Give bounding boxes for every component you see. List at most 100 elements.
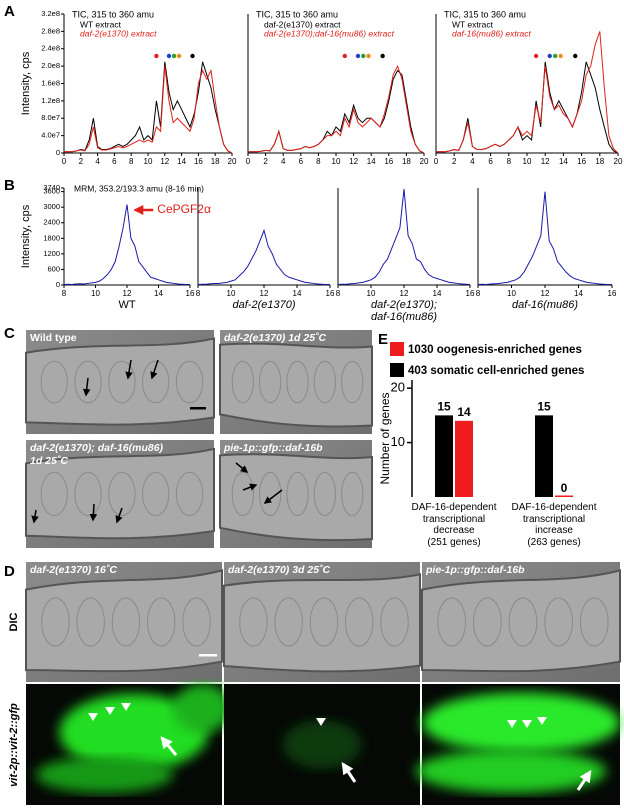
worm-body xyxy=(223,573,421,673)
peak-marker xyxy=(176,53,182,59)
x-tick-label: 18 xyxy=(402,157,411,166)
line-series xyxy=(248,69,425,154)
x-tick-label: 6 xyxy=(488,157,493,166)
peak-marker xyxy=(366,53,371,59)
x-tick-label: 16 xyxy=(466,289,475,298)
x-tick-label: 8 xyxy=(129,157,134,166)
y-tick-label: 1800 xyxy=(43,233,60,242)
cell xyxy=(147,597,176,647)
cell xyxy=(341,471,364,517)
cell xyxy=(40,471,68,517)
x-tick-label: 2 xyxy=(452,157,457,166)
cell xyxy=(74,471,102,517)
peak-marker xyxy=(547,53,552,59)
worm-body xyxy=(219,342,373,428)
line-series xyxy=(63,204,190,285)
y-tick-label: 4.0e7 xyxy=(41,131,60,140)
x-tick-label: 10 xyxy=(144,157,153,166)
x-tick-label: 6 xyxy=(112,157,117,166)
arrow xyxy=(263,489,283,504)
arrow xyxy=(82,377,91,397)
x-tick-label: 0 xyxy=(246,157,251,166)
x-tick-label: 10 xyxy=(523,157,532,166)
x-tick-label: 12 xyxy=(400,289,409,298)
worm-body xyxy=(25,569,223,673)
legend-label: daf-2(e1370) extract xyxy=(264,19,341,29)
x-tick-label: 12 xyxy=(160,157,169,166)
x-tick-label: 20 xyxy=(228,157,237,166)
x-tick-label: 14 xyxy=(154,289,163,298)
line-series xyxy=(64,61,233,154)
legend-label: WT extract xyxy=(80,19,122,29)
line-series xyxy=(248,64,425,154)
y-tick-label: 2.8e8 xyxy=(41,26,60,35)
x-tick-label: 2 xyxy=(263,157,268,166)
y-tick-label: 600 xyxy=(47,264,60,273)
cell xyxy=(309,597,339,647)
line-series xyxy=(436,61,619,154)
legend-label: 403 somatic cell-enriched genes xyxy=(408,365,584,377)
worm-body xyxy=(25,447,215,540)
x-tick-label: 0 xyxy=(62,157,67,166)
x-tick-label: 14 xyxy=(367,157,376,166)
y-tick-label: 0 xyxy=(56,148,60,157)
cell xyxy=(345,597,374,647)
annotation: CePGF2α xyxy=(157,202,211,216)
arrow xyxy=(576,770,592,791)
x-tick-label: 8 xyxy=(476,289,481,298)
peak-marker xyxy=(380,53,385,59)
cell xyxy=(182,597,211,647)
data-label: 15 xyxy=(537,400,551,414)
x-tick-label: 20 xyxy=(614,157,623,166)
cell xyxy=(380,597,409,647)
y-tick-label: 1.6e8 xyxy=(41,78,60,87)
gfp-signal xyxy=(416,749,607,793)
gfp-signal xyxy=(282,720,362,769)
line-series xyxy=(197,228,330,285)
row-label: vit-2p::vit-2::gfp xyxy=(8,703,20,787)
y-tick-label: 2.0e8 xyxy=(41,61,60,70)
bar xyxy=(455,420,473,497)
x-tick-label: 8 xyxy=(507,157,512,166)
legend-swatch xyxy=(390,363,404,377)
arrowhead xyxy=(88,713,98,721)
y-tick-label: 2400 xyxy=(43,218,60,227)
cell xyxy=(259,471,282,517)
cell xyxy=(313,471,337,517)
arrow xyxy=(31,509,39,524)
data-label: 15 xyxy=(437,400,451,414)
cell xyxy=(74,360,102,404)
x-tick-label: 14 xyxy=(574,289,583,298)
data-label: 14 xyxy=(457,405,471,419)
peak-marker xyxy=(533,53,539,59)
micrograph-label: pie-1p::gfp::daf-16b xyxy=(426,564,525,576)
bar xyxy=(435,415,453,497)
worm-body xyxy=(219,453,373,542)
x-tick-label: 12 xyxy=(260,289,269,298)
cell xyxy=(142,360,170,404)
cell xyxy=(544,597,573,647)
panel-label: A xyxy=(4,3,15,20)
data-label: 0 xyxy=(561,481,568,495)
x-axis-label: daf-16(mu86) xyxy=(511,299,579,311)
cell xyxy=(41,597,70,647)
x-tick-label: 16 xyxy=(326,289,335,298)
x-tick-label: 14 xyxy=(293,289,302,298)
y-tick-label: 3740 xyxy=(43,183,60,192)
x-tick-label: 10 xyxy=(227,289,236,298)
row-label: DIC xyxy=(8,612,20,631)
bar xyxy=(555,495,573,497)
x-tick-label: 14 xyxy=(433,289,442,298)
y-tick-label: 10 xyxy=(391,434,405,449)
gfp-signal xyxy=(173,684,232,733)
arrow xyxy=(125,359,133,380)
bar xyxy=(535,415,553,497)
cell xyxy=(286,471,309,517)
x-tick-label: 8 xyxy=(316,157,321,166)
chart-subtitle: MRM, 353.2/193.3 amu (8-16 min) xyxy=(74,183,204,193)
cell xyxy=(437,597,467,647)
x-tick-label: 8 xyxy=(196,289,201,298)
cell xyxy=(313,360,337,404)
x-tick-label: 10 xyxy=(91,289,100,298)
